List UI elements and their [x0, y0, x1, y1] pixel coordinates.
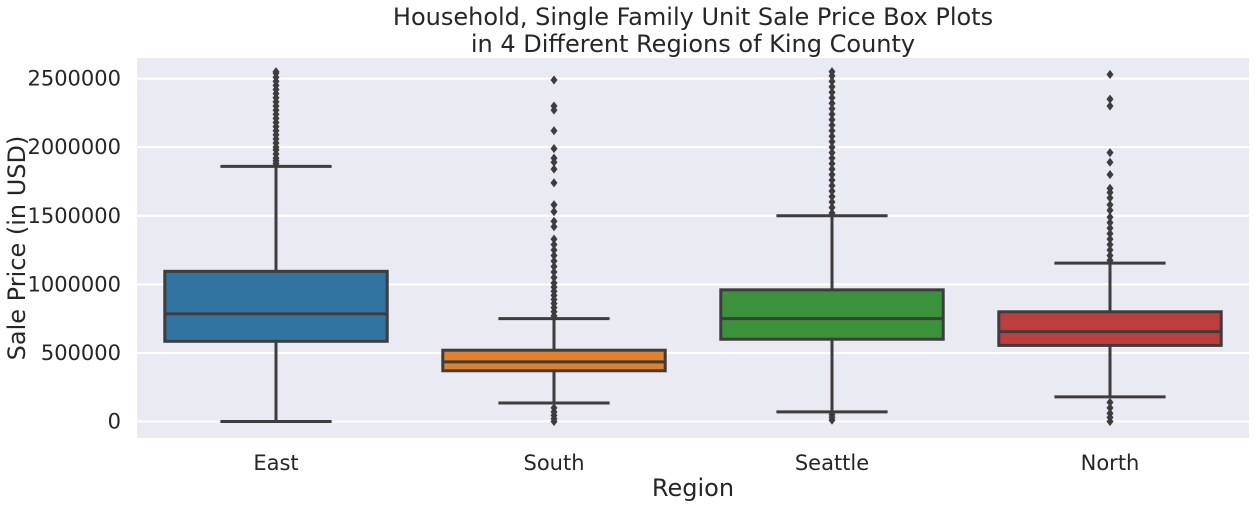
- x-tick-label: East: [253, 451, 298, 475]
- chart-subtitle: in 4 Different Regions of King County: [471, 30, 915, 58]
- outlier-point: [1106, 212, 1114, 222]
- x-tick-label: South: [523, 451, 584, 475]
- outlier-point: [550, 207, 558, 217]
- outlier-point: [1106, 183, 1114, 193]
- outlier-point: [1106, 157, 1114, 167]
- outlier-point: [550, 143, 558, 154]
- outlier-point: [550, 222, 558, 232]
- outlier-point: [272, 67, 280, 77]
- outlier-point: [1106, 69, 1114, 80]
- outlier-point: [1106, 101, 1114, 111]
- outlier-point: [828, 181, 836, 191]
- outlier-point: [1106, 193, 1114, 203]
- outlier-point: [828, 192, 836, 202]
- iqr-box: [997, 310, 1223, 347]
- y-tick-label: 1000000: [27, 272, 121, 296]
- outlier-point: [828, 159, 836, 169]
- outlier-point: [828, 164, 836, 174]
- box-group-seattle: [719, 67, 945, 425]
- outlier-point: [550, 403, 558, 413]
- outlier-point: [550, 245, 558, 255]
- outlier-point: [828, 175, 836, 185]
- y-tick-label: 1500000: [27, 204, 121, 228]
- outlier-point: [1106, 223, 1114, 233]
- outlier-point: [1106, 250, 1114, 261]
- chart-title: Household, Single Family Unit Sale Price…: [393, 3, 993, 31]
- outlier-point: [828, 148, 836, 158]
- outlier-point: [828, 197, 836, 207]
- outlier-point: [828, 137, 836, 147]
- iqr-box: [719, 288, 945, 341]
- outlier-point: [828, 98, 836, 108]
- y-tick-label: 2000000: [27, 135, 121, 159]
- box-layer: [163, 67, 1223, 427]
- outlier-point: [828, 142, 836, 152]
- outlier-point: [1106, 245, 1114, 255]
- outlier-point: [1106, 255, 1114, 265]
- outlier-point: [550, 240, 558, 250]
- outlier-point: [828, 170, 836, 180]
- outlier-point: [550, 101, 558, 111]
- outlier-point: [550, 126, 558, 136]
- outlier-point: [1106, 234, 1114, 244]
- outlier-point: [550, 200, 558, 210]
- outlier-point: [828, 208, 836, 218]
- outlier-point: [550, 75, 558, 85]
- outlier-point: [828, 104, 836, 114]
- outlier-point: [550, 164, 558, 174]
- outlier-point: [828, 131, 836, 141]
- outlier-point: [550, 261, 558, 272]
- outlier-point: [1106, 229, 1114, 239]
- outlier-point: [1106, 397, 1114, 407]
- y-tick-label: 0: [108, 410, 121, 434]
- outlier-point: [828, 153, 836, 163]
- outlier-point: [828, 186, 836, 196]
- outlier-point: [828, 93, 836, 103]
- x-tick-label: North: [1081, 451, 1140, 475]
- outlier-point: [828, 109, 836, 119]
- outlier-point: [550, 250, 558, 261]
- outlier-point: [828, 115, 836, 125]
- x-axis-label: Region: [652, 474, 734, 502]
- outlier-point: [1106, 94, 1114, 104]
- outlier-point: [828, 410, 836, 420]
- outlier-point: [828, 82, 836, 92]
- box-group-south: [441, 75, 667, 427]
- outlier-point: [550, 216, 558, 226]
- outlier-point: [828, 87, 836, 97]
- outlier-point: [1106, 170, 1114, 180]
- outlier-point: [1106, 218, 1114, 228]
- outlier-point: [1106, 148, 1114, 158]
- iqr-box: [163, 269, 389, 343]
- outlier-point: [828, 76, 836, 86]
- box-group-east: [163, 67, 389, 424]
- outlier-point: [550, 278, 558, 288]
- x-tick-labels: East South Seattle North: [253, 451, 1139, 475]
- outlier-point: [550, 234, 558, 244]
- outlier-point: [828, 126, 836, 136]
- y-tick-label: 2500000: [27, 67, 121, 91]
- outlier-point: [550, 178, 558, 188]
- outlier-point: [1106, 240, 1114, 250]
- y-tick-labels: 0 500000 1000000 1500000 2000000 2500000: [27, 67, 121, 434]
- outlier-point: [550, 153, 558, 163]
- y-axis-label: Sale Price (in USD): [3, 136, 31, 361]
- outlier-point: [1106, 403, 1114, 413]
- outlier-point: [1106, 200, 1114, 210]
- outlier-point: [1106, 205, 1114, 215]
- x-tick-label: Seattle: [795, 451, 869, 475]
- outlier-point: [550, 272, 558, 283]
- outlier-point: [550, 267, 558, 277]
- outlier-point: [828, 202, 836, 213]
- plot-background: [137, 58, 1249, 438]
- y-tick-label: 500000: [41, 341, 121, 365]
- box-group-north: [997, 69, 1223, 427]
- outlier-point: [828, 120, 836, 130]
- outlier-point: [828, 67, 836, 77]
- outlier-point: [550, 256, 558, 266]
- outlier-point: [1106, 408, 1114, 418]
